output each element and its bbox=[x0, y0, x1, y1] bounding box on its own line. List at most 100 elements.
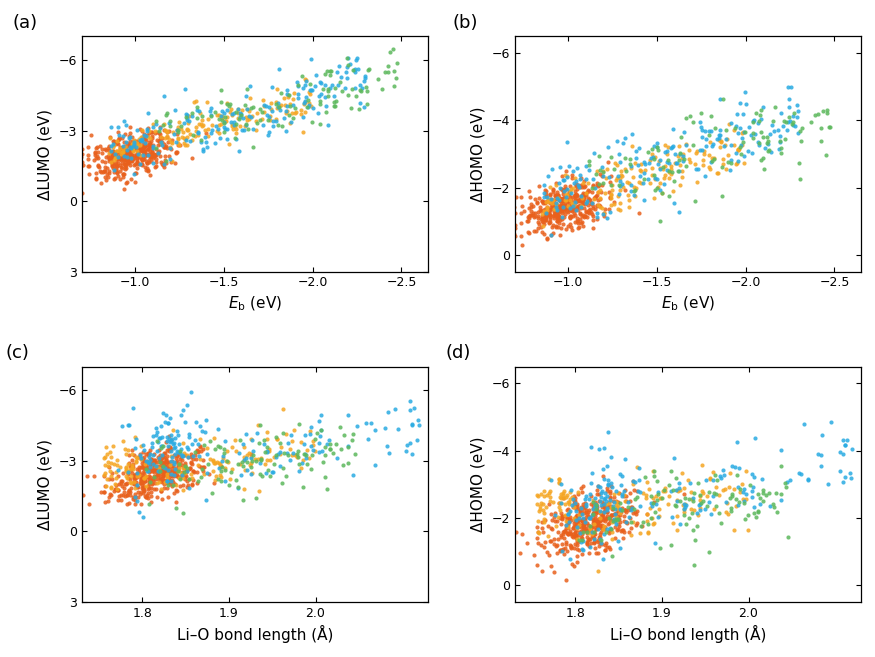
Point bbox=[578, 211, 592, 221]
Point bbox=[552, 477, 566, 487]
Point bbox=[549, 221, 563, 231]
Point bbox=[545, 221, 559, 232]
Point bbox=[146, 472, 160, 483]
Point bbox=[114, 144, 128, 154]
Point bbox=[144, 491, 158, 502]
Point bbox=[144, 135, 158, 146]
Point bbox=[128, 483, 142, 493]
Point bbox=[172, 463, 186, 474]
Point bbox=[220, 456, 234, 466]
Point bbox=[572, 503, 586, 514]
Point bbox=[207, 457, 221, 468]
Point bbox=[597, 507, 611, 518]
Point bbox=[172, 465, 186, 476]
Point bbox=[665, 167, 679, 177]
Point bbox=[570, 536, 584, 547]
Point bbox=[110, 152, 124, 162]
Point bbox=[673, 518, 687, 529]
Point bbox=[628, 493, 642, 504]
Point bbox=[306, 440, 320, 450]
Point bbox=[134, 159, 148, 170]
Point bbox=[735, 140, 749, 150]
Point bbox=[682, 153, 696, 164]
Point bbox=[132, 133, 146, 144]
Point bbox=[570, 191, 584, 201]
Point bbox=[179, 108, 193, 119]
Point bbox=[142, 463, 156, 474]
Point bbox=[171, 472, 185, 482]
Point bbox=[572, 200, 586, 211]
Point bbox=[284, 118, 298, 128]
Point bbox=[606, 503, 620, 514]
Point bbox=[553, 204, 567, 215]
Point bbox=[153, 450, 167, 461]
Point bbox=[568, 520, 582, 531]
Point bbox=[615, 489, 629, 499]
Point bbox=[112, 133, 126, 144]
Point bbox=[172, 140, 186, 150]
Point bbox=[795, 123, 809, 133]
Point bbox=[556, 193, 570, 203]
Point bbox=[792, 157, 806, 168]
Point bbox=[657, 173, 671, 183]
Point bbox=[521, 212, 535, 222]
Point bbox=[240, 120, 254, 131]
Point bbox=[672, 207, 686, 217]
Point bbox=[150, 461, 164, 471]
Point bbox=[181, 432, 195, 443]
Point bbox=[114, 148, 128, 159]
Point bbox=[721, 509, 735, 520]
Point bbox=[272, 102, 286, 112]
Point bbox=[133, 150, 147, 160]
Point bbox=[746, 116, 760, 127]
Point bbox=[102, 154, 116, 164]
Point bbox=[653, 216, 667, 227]
Point bbox=[588, 204, 602, 214]
Point bbox=[109, 165, 123, 175]
Point bbox=[551, 533, 565, 544]
Point bbox=[284, 430, 298, 440]
Point bbox=[558, 204, 572, 214]
Point bbox=[123, 149, 136, 160]
Point bbox=[550, 212, 564, 222]
Point bbox=[690, 520, 704, 531]
Point bbox=[568, 528, 582, 538]
Point bbox=[590, 500, 604, 510]
Point bbox=[123, 131, 136, 141]
Point bbox=[548, 191, 562, 201]
Point bbox=[160, 466, 174, 476]
Point bbox=[71, 157, 85, 168]
Point bbox=[112, 147, 126, 157]
Point bbox=[120, 154, 134, 164]
Point bbox=[522, 228, 536, 238]
Point bbox=[724, 158, 738, 168]
Point bbox=[670, 485, 684, 495]
Point bbox=[137, 456, 151, 466]
Point bbox=[160, 127, 174, 137]
Point bbox=[126, 154, 140, 165]
Point bbox=[670, 495, 684, 506]
Point bbox=[562, 514, 576, 524]
Point bbox=[128, 491, 142, 502]
Point bbox=[580, 196, 594, 207]
Point bbox=[172, 140, 186, 150]
Point bbox=[567, 560, 581, 571]
Point bbox=[774, 495, 788, 505]
Point bbox=[604, 493, 618, 504]
Point bbox=[593, 488, 607, 499]
Point bbox=[599, 461, 613, 472]
Point bbox=[704, 474, 717, 484]
Point bbox=[246, 110, 260, 121]
Point bbox=[227, 117, 241, 127]
Point bbox=[556, 195, 570, 206]
Point bbox=[712, 94, 726, 104]
Point bbox=[677, 504, 691, 514]
Point bbox=[142, 484, 156, 494]
Point bbox=[117, 142, 131, 152]
Point bbox=[105, 152, 119, 163]
Point bbox=[608, 515, 622, 526]
Point bbox=[164, 436, 178, 446]
Point bbox=[570, 511, 584, 522]
Point bbox=[170, 457, 184, 467]
Point bbox=[774, 461, 788, 471]
